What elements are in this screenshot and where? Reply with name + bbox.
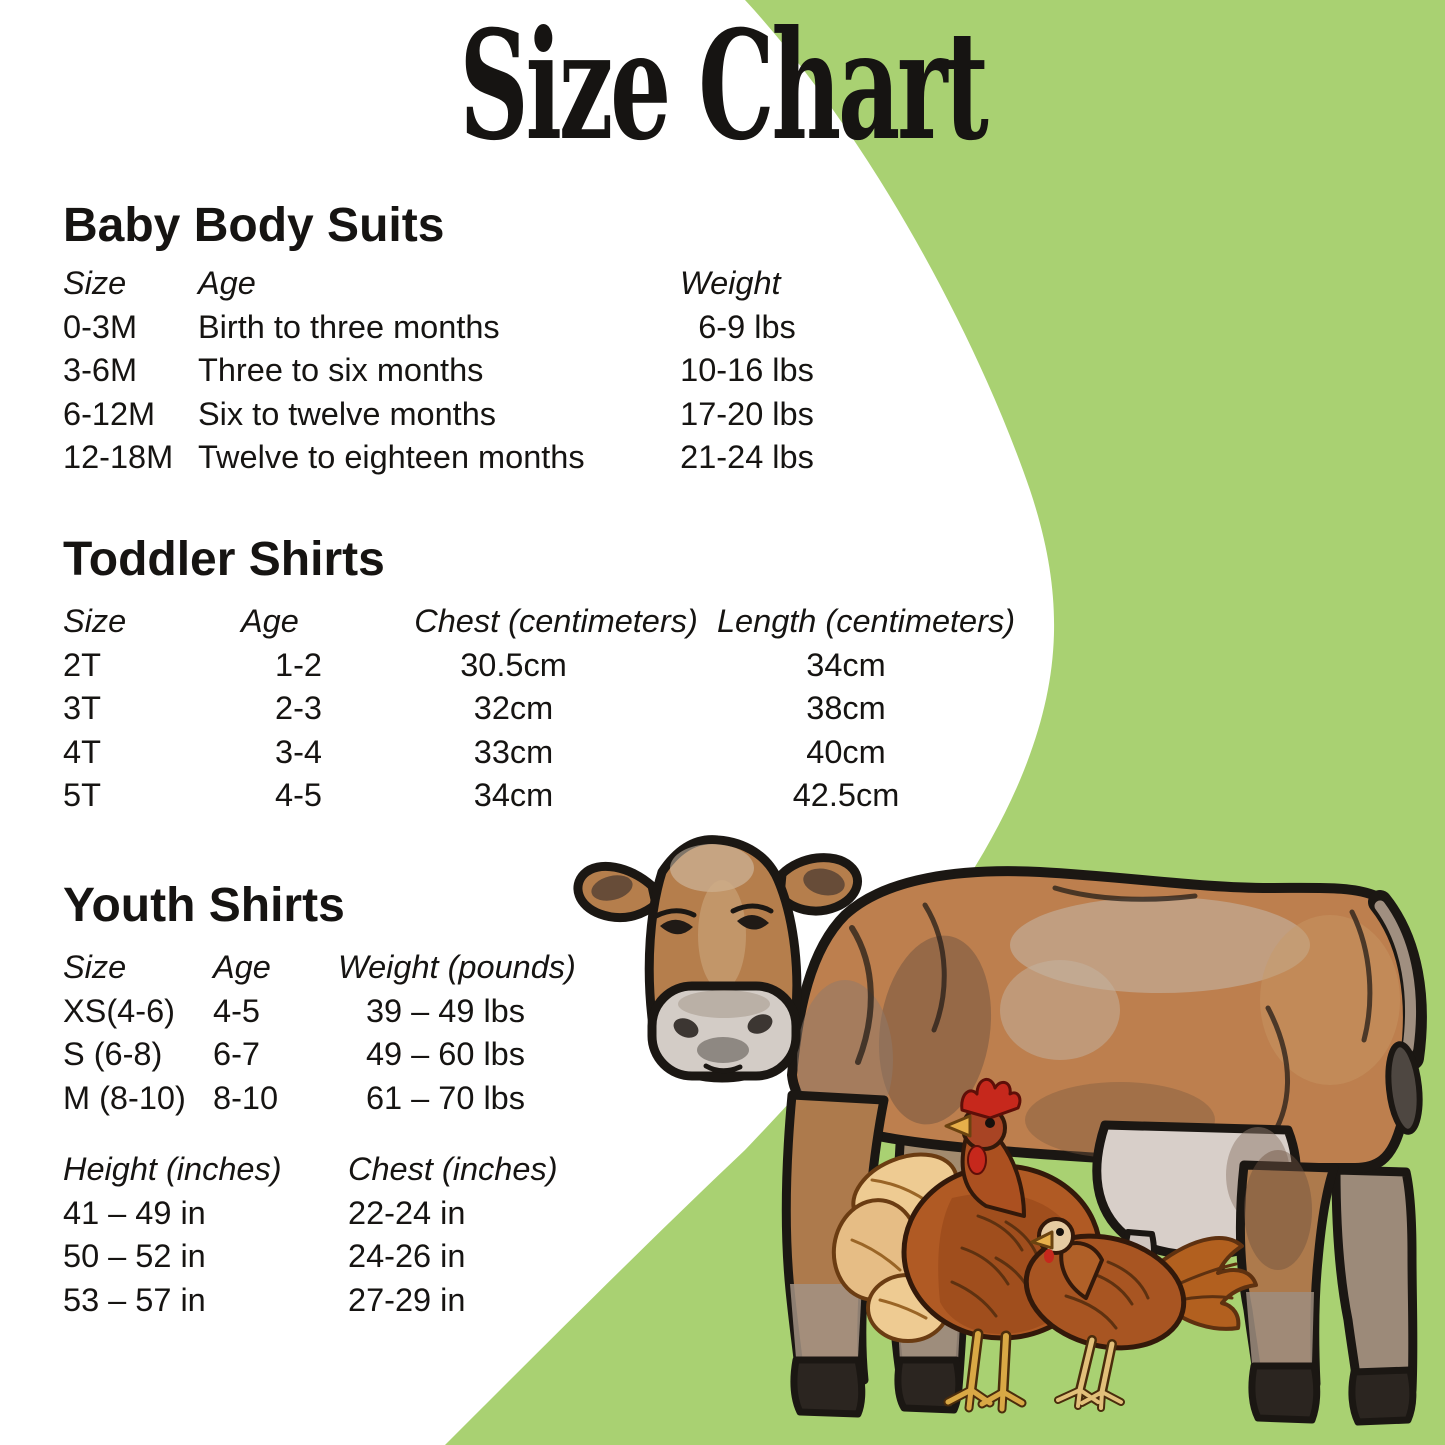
col-header: Height (inches) [63, 1151, 282, 1187]
cell: 49 – 60 lbs [365, 1036, 525, 1073]
cell: 32cm [473, 690, 554, 727]
cell: 33cm [473, 733, 554, 770]
col-header: Age [198, 265, 256, 301]
cell: 12-18M [63, 439, 174, 476]
cell: 6-9 lbs [698, 308, 796, 345]
cell: 39 – 49 lbs [365, 992, 525, 1029]
cell: 38cm [806, 690, 886, 727]
youth-size-table: Size Age Weight (pounds) XS(4-6) 4-5 39 … [63, 946, 583, 1120]
col-header: Weight [680, 265, 781, 301]
cell: 30.5cm [460, 646, 567, 683]
col-header: Chest (inches) [348, 1151, 558, 1187]
section-heading-youth: Youth Shirts [63, 879, 345, 932]
section-heading-toddler: Toddler Shirts [63, 533, 385, 586]
cell: 21-24 lbs [680, 439, 814, 476]
cell: XS(4-6) [63, 992, 175, 1029]
baby-size-table: Size Age Weight 0-3M Birth to three mont… [63, 262, 850, 480]
page-title: Size Chart [459, 0, 988, 174]
col-header: Size [63, 603, 127, 639]
cell: Birth to three months [198, 308, 500, 345]
col-header: Size [63, 949, 127, 985]
cell: 40cm [806, 733, 886, 770]
cell: 6-7 [213, 1036, 260, 1073]
col-header: Age [213, 949, 271, 985]
cell: 53 – 57 in [63, 1281, 206, 1318]
cell: 10-16 lbs [680, 352, 814, 389]
cell: 2T [63, 646, 101, 683]
cell: 6-12M [63, 395, 156, 432]
col-header: Age [241, 603, 299, 639]
cell: 17-20 lbs [680, 395, 814, 432]
cell: 2-3 [275, 690, 322, 727]
cell: 27-29 in [348, 1281, 466, 1318]
cell: Twelve to eighteen months [198, 439, 585, 476]
section-heading-baby: Baby Body Suits [63, 199, 445, 252]
cell: 50 – 52 in [63, 1238, 206, 1275]
cell: 4-5 [213, 992, 260, 1029]
col-header: Chest (centimeters) [414, 603, 698, 639]
hen-small [1023, 1217, 1258, 1412]
cell: 3T [63, 690, 101, 727]
cell: 41 – 49 in [63, 1194, 206, 1231]
cell: 0-3M [63, 308, 138, 345]
cow [573, 835, 1427, 1426]
cell: 61 – 70 lbs [365, 1079, 525, 1116]
cell: 1-2 [275, 646, 322, 683]
cell: 34cm [473, 777, 554, 814]
cell: 3-4 [275, 733, 322, 770]
cell: Three to six months [198, 352, 484, 389]
cell: 34cm [806, 646, 886, 683]
col-header: Weight (pounds) [338, 949, 576, 985]
col-header: Length (centimeters) [716, 603, 1016, 639]
height-chest-table: Height (inches) Chest (inches) 41 – 49 i… [63, 1148, 593, 1322]
cell: 5T [63, 777, 101, 814]
cell: Six to twelve months [198, 395, 497, 432]
cell: 4T [63, 733, 101, 770]
col-header: Size [63, 265, 127, 301]
cell: 8-10 [213, 1079, 279, 1116]
cell: 24-26 in [348, 1238, 466, 1275]
toddler-size-table: Size Age Chest (centimeters) Length (cen… [63, 600, 1026, 818]
cell: M (8-10) [63, 1079, 186, 1116]
cell: S (6-8) [63, 1036, 163, 1073]
cell: 3-6M [63, 352, 138, 389]
cell: 4-5 [275, 777, 322, 814]
cow-head [573, 835, 862, 1083]
cell: 42.5cm [792, 777, 900, 814]
cell: 22-24 in [348, 1194, 466, 1231]
hen-large [831, 1078, 1103, 1414]
